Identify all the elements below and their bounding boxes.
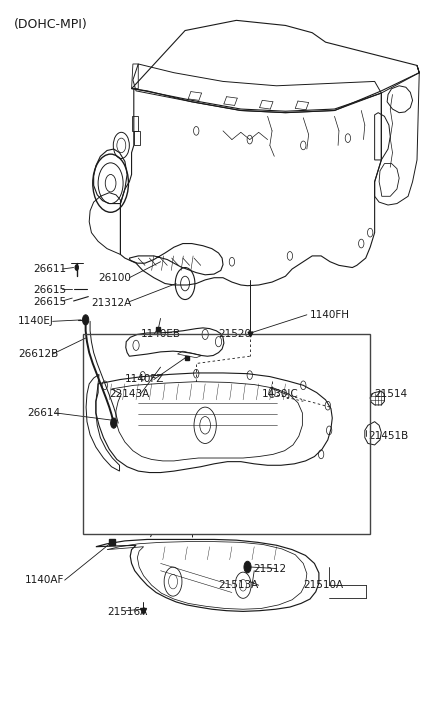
- Text: 21513A: 21513A: [219, 580, 259, 590]
- Text: 21510A: 21510A: [303, 580, 343, 590]
- Text: 1430JC: 1430JC: [262, 389, 299, 399]
- Text: 26612B: 26612B: [18, 349, 58, 359]
- Text: 1140FZ: 1140FZ: [125, 374, 164, 385]
- Circle shape: [75, 265, 78, 270]
- Text: 21451B: 21451B: [368, 431, 408, 441]
- Text: 21516A: 21516A: [107, 607, 147, 617]
- Text: 26100: 26100: [99, 273, 132, 283]
- Bar: [83, 334, 370, 534]
- Circle shape: [111, 418, 117, 428]
- Text: 26611: 26611: [33, 264, 66, 274]
- Text: 1140EB: 1140EB: [140, 329, 181, 339]
- Text: 26614: 26614: [27, 408, 60, 418]
- Text: 21312A: 21312A: [91, 298, 132, 308]
- Text: 22143A: 22143A: [109, 389, 149, 399]
- Text: 21514: 21514: [375, 389, 408, 399]
- Text: 26615: 26615: [33, 297, 66, 308]
- Text: 21520: 21520: [219, 329, 252, 339]
- Circle shape: [244, 561, 251, 573]
- Text: 1140FH: 1140FH: [310, 310, 350, 320]
- Circle shape: [83, 315, 89, 325]
- Text: (DOHC-MPI): (DOHC-MPI): [13, 18, 87, 31]
- Text: 1140EJ: 1140EJ: [18, 316, 54, 326]
- Text: 21512: 21512: [253, 563, 286, 574]
- Text: 26615: 26615: [33, 285, 66, 295]
- Text: 1140AF: 1140AF: [25, 575, 64, 585]
